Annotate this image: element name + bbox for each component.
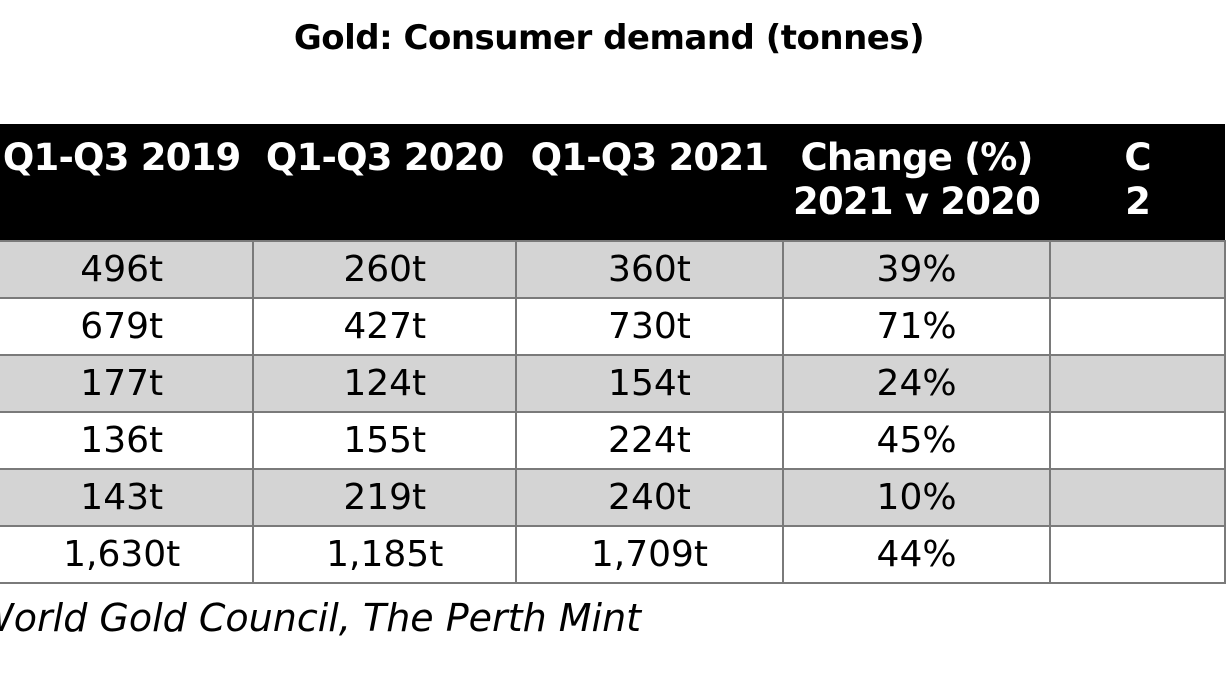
table-cell-q2019: 136t: [0, 411, 255, 470]
table-cell-change: 10%: [781, 468, 1052, 527]
table-cell-q2021: 240t: [515, 468, 784, 527]
table-cell-q2019: 679t: [0, 297, 255, 356]
header-cell-change: Change (%) 2021 v 2020: [782, 124, 1051, 241]
table-cell-q2021: 224t: [515, 411, 784, 470]
table-cell-q2019: 177t: [0, 354, 255, 413]
table-cell-q2021: 360t: [515, 240, 784, 299]
table-row: 136t 155t 224t 45%: [0, 411, 1226, 470]
header-cell-q2021: Q1-Q3 2021: [516, 124, 783, 241]
table-cell-change: 24%: [781, 354, 1052, 413]
table-cell-q2021: 1,709t: [515, 525, 784, 584]
table-cell-extra: [1049, 240, 1226, 299]
table-row: 177t 124t 154t 24%: [0, 354, 1226, 413]
table-row: 143t 219t 240t 10%: [0, 468, 1226, 527]
table-cell-q2019: 496t: [0, 240, 255, 299]
source-note: Source: World Gold Council, The Perth Mi…: [0, 596, 642, 640]
table-cell-q2021: 154t: [515, 354, 784, 413]
table-body: 496t 260t 360t 39% 679t 427t 730t 71% 177t 124t 15…: [0, 240, 1226, 584]
table-cell-q2020: 155t: [252, 411, 518, 470]
table-cell-q2019: 143t: [0, 468, 255, 527]
table-cell-change: 44%: [781, 525, 1052, 584]
header-change-line1: Change (%): [800, 136, 1033, 179]
table-cell-q2020: 124t: [252, 354, 518, 413]
table-row: 496t 260t 360t 39%: [0, 240, 1226, 299]
table-cell-q2020: 219t: [252, 468, 518, 527]
table-cell-q2020: 427t: [252, 297, 518, 356]
table-cell-q2021: 730t: [515, 297, 784, 356]
table-cell-change: 39%: [781, 240, 1052, 299]
table-cell-change: 71%: [781, 297, 1052, 356]
header-cell-q2020: Q1-Q3 2020: [253, 124, 517, 241]
header-row: Q1-Q3 2019 Q1-Q3 2020 Q1-Q3 2021 Change …: [0, 124, 1225, 241]
table-cell-extra: [1049, 411, 1226, 470]
table-row: 1,630t 1,185t 1,709t 44%: [0, 525, 1226, 584]
table-cell-extra: [1049, 525, 1226, 584]
table-cell-change: 45%: [781, 411, 1052, 470]
table-cell-extra: [1049, 468, 1226, 527]
table-cell-q2020: 260t: [252, 240, 518, 299]
table-cell-q2019: 1,630t: [0, 525, 255, 584]
consumer-demand-table: Q1-Q3 2019 Q1-Q3 2020 Q1-Q3 2021 Change …: [0, 124, 1226, 584]
header-change-line2: 2021 v 2020: [793, 180, 1041, 223]
header-cell-extra: C 2: [1050, 124, 1225, 241]
table-cell-extra: [1049, 354, 1226, 413]
table-title: Gold: Consumer demand (tonnes): [293, 18, 925, 58]
table-cell-q2020: 1,185t: [252, 525, 518, 584]
table-cell-extra: [1049, 297, 1226, 356]
header-cell-q2019: Q1-Q3 2019: [0, 124, 254, 241]
header-extra-line2: 2: [1125, 180, 1151, 223]
header-extra-line1: C: [1124, 136, 1151, 179]
table-row: 679t 427t 730t 71%: [0, 297, 1226, 356]
table-wrapper: Q1-Q3 2019 Q1-Q3 2020 Q1-Q3 2021 Change …: [0, 124, 1226, 584]
